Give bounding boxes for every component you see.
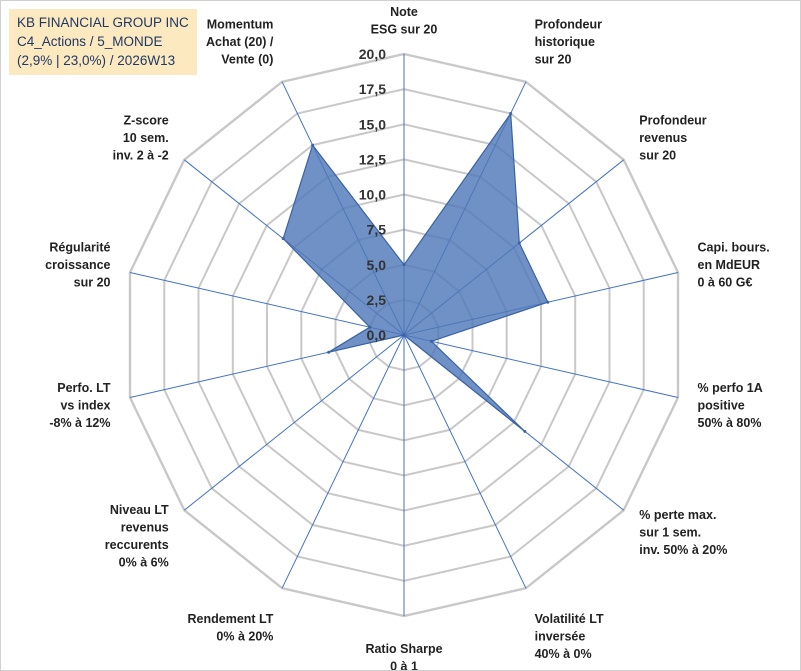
tick-label: 5,0 <box>367 257 387 273</box>
axis-label-line: inv. 50% à 20% <box>639 543 727 557</box>
title-line-stats: (2,9% | 23,0%) / 2026W13 <box>17 53 176 68</box>
axis-label: Niveau LT revenus reccurents 0% à 6% <box>105 503 169 570</box>
data-point <box>281 237 285 241</box>
axis-label-line: % perte max. <box>639 508 716 522</box>
axis-label: Ratio Sharpe 0 à 1 <box>365 642 442 671</box>
axis-labels: Note ESG sur 20 Profondeur historique sur 20… <box>45 5 770 671</box>
data-point <box>402 263 406 267</box>
axis-label: Profondeur historique sur 20 <box>535 17 602 66</box>
axis-label-line: en MdEUR <box>698 258 761 272</box>
axis-label-line: 0 à 60 G€ <box>698 275 753 289</box>
axis-label-line: Régularité <box>49 240 110 254</box>
data-point <box>327 350 331 354</box>
axis-label: % perte max. sur 1 sem. inv. 50% à 20% <box>639 508 727 557</box>
tick-labels: 0,0 2,5 5,0 7,5 10,0 12,5 15,0 17,5 20,0 <box>359 46 386 343</box>
axis-label-line: vs index <box>60 399 110 413</box>
axis-label-line: historique <box>535 35 595 49</box>
axis-spoke <box>183 334 405 511</box>
axis-label-line: Capi. bours. <box>698 240 770 254</box>
tick-label: 17,5 <box>359 81 386 97</box>
tick-label: 12,5 <box>359 151 386 167</box>
tick-label: 10,0 <box>359 187 386 203</box>
axis-label-line: revenus <box>639 131 687 145</box>
axis-label: Perfo. LT vs index -8% à 12% <box>49 381 111 430</box>
series-layer <box>281 112 550 433</box>
tick-label: 15,0 <box>359 116 386 132</box>
axis-label-line: ESG sur 20 <box>371 23 438 37</box>
axis-label-line: % perfo 1A <box>698 381 763 395</box>
axis-label-line: Momentum <box>207 17 274 31</box>
axis-label-line: sur 20 <box>74 275 111 289</box>
data-point <box>546 300 550 304</box>
axis-label-line: 0 à 1 <box>390 660 418 671</box>
title-line-company: KB FINANCIAL GROUP INC <box>17 15 189 30</box>
axis-label-line: 10 sem. <box>123 131 169 145</box>
axis-label-line: positive <box>698 399 745 413</box>
axis-label-line: Profondeur <box>639 113 706 127</box>
axis-spoke <box>403 334 679 398</box>
data-point <box>311 143 315 147</box>
axis-label-line: 50% à 80% <box>698 416 762 430</box>
axis-label-line: -8% à 12% <box>49 416 110 430</box>
axis-label: % perfo 1A positive 50% à 80% <box>698 381 763 430</box>
data-point <box>517 241 521 245</box>
axis-label-line: inv. 2 à -2 <box>113 148 169 162</box>
data-point <box>402 333 406 337</box>
axis-label-line: Note <box>390 5 418 19</box>
axis-spoke <box>281 334 405 589</box>
data-point <box>523 429 527 433</box>
axis-label-line: Rendement LT <box>188 612 274 626</box>
axis-label-line: Niveau LT <box>110 503 169 517</box>
series-area <box>282 112 549 432</box>
tick-label: 20,0 <box>359 46 386 62</box>
tick-label: 7,5 <box>367 222 387 238</box>
axis-label-line: Z-score <box>124 113 169 127</box>
axis-label-line: 0% à 20% <box>216 630 273 644</box>
axis-label-line: sur 1 sem. <box>639 526 701 540</box>
axis-label-line: reccurents <box>105 538 169 552</box>
axis-spoke <box>403 334 527 589</box>
axis-label-line: revenus <box>121 520 169 534</box>
axis-label-line: 0% à 6% <box>119 555 169 569</box>
axis-label-line: 40% à 0% <box>535 647 592 661</box>
axis-label-line: sur 20 <box>639 148 676 162</box>
data-point <box>509 112 513 115</box>
axis-label: Volatilité LT inversée 40% à 0% <box>535 612 604 661</box>
axis-label-line: croissance <box>45 258 110 272</box>
axis-label-line: Vente (0) <box>221 52 273 66</box>
axis-label: Momentum Achat (20) / Vente (0) <box>206 17 274 66</box>
axis-label: Capi. bours. en MdEUR 0 à 60 G€ <box>698 240 770 289</box>
axis-label: Rendement LT 0% à 20% <box>188 612 274 644</box>
axis-label: Z-score 10 sem. inv. 2 à -2 <box>113 113 169 162</box>
axis-label-line: sur 20 <box>535 52 572 66</box>
axis-label-line: Profondeur <box>535 17 602 31</box>
data-point <box>429 339 433 343</box>
tick-label: 2,5 <box>367 292 387 308</box>
tick-label: 0,0 <box>367 327 387 343</box>
axis-label-line: Ratio Sharpe <box>365 642 442 656</box>
axis-label-line: inversée <box>535 630 586 644</box>
axis-label-line: Volatilité LT <box>535 612 604 626</box>
axis-label: Profondeur revenus sur 20 <box>639 113 706 162</box>
chart-title-box: KB FINANCIAL GROUP INC C4_Actions / 5_MO… <box>9 9 197 75</box>
axis-label: Note ESG sur 20 <box>371 5 438 37</box>
title-line-category: C4_Actions / 5_MONDE <box>17 34 163 49</box>
axis-label: Régularité croissance sur 20 <box>45 240 110 289</box>
axis-label-line: Perfo. LT <box>57 381 111 395</box>
axis-spoke <box>129 272 405 336</box>
axis-label-line: Achat (20) / <box>206 35 274 49</box>
data-point <box>368 325 372 329</box>
